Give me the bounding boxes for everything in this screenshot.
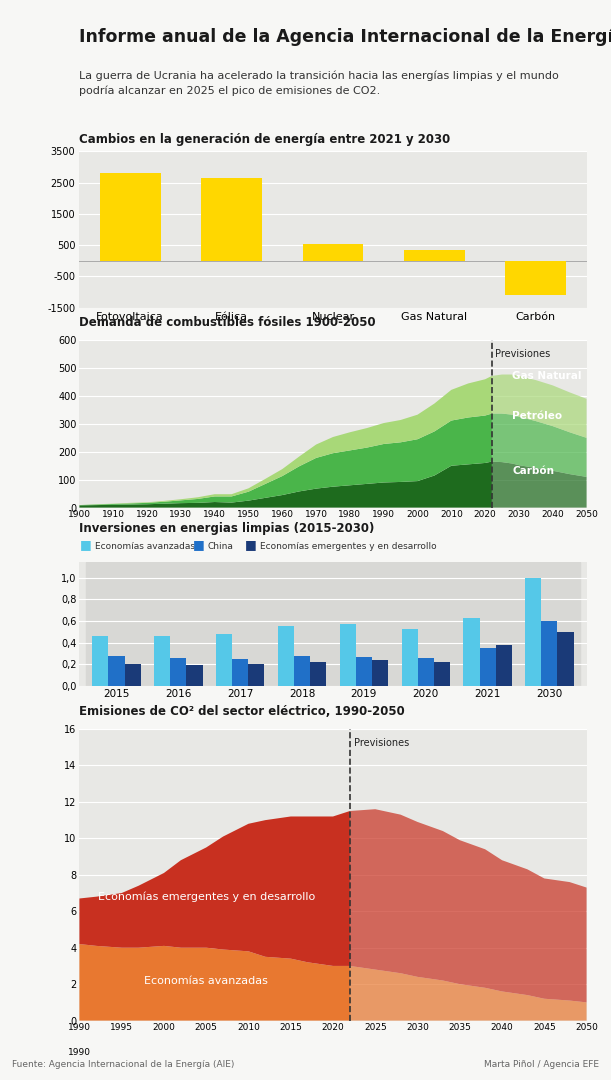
Bar [154,636,170,686]
Bar [333,562,395,686]
Text: Carbón: Carbón [512,467,554,476]
Bar [278,626,294,686]
Text: La guerra de Ucrania ha acelerado la transición hacia las energías limpias y el : La guerra de Ucrania ha acelerado la tra… [79,71,559,96]
Text: ■: ■ [192,538,204,551]
Bar [384,151,485,308]
Text: ■: ■ [244,538,256,551]
Bar [372,660,388,686]
Bar [418,658,434,686]
Bar [456,562,519,686]
Bar [216,634,232,686]
Bar [302,244,364,261]
Text: Emisiones de CO² del sector eléctrico, 1990-2050: Emisiones de CO² del sector eléctrico, 1… [79,705,405,718]
Text: Informe anual de la Agencia Internacional de la Energía: Informe anual de la Agencia Internaciona… [79,27,611,45]
Bar [125,664,141,686]
Bar [541,621,557,686]
Bar [232,659,248,686]
Bar [186,665,202,686]
Bar [464,618,480,686]
Text: China: China [208,542,233,551]
Text: Petróleo: Petróleo [512,410,562,420]
Bar [79,151,181,308]
Bar [271,562,333,686]
Bar [395,562,456,686]
Text: 1990: 1990 [68,1048,91,1057]
Text: Economías emergentes y en desarrollo: Economías emergentes y en desarrollo [260,542,436,551]
Bar [147,562,210,686]
Text: Economías avanzadas: Economías avanzadas [95,542,195,551]
Bar [86,562,147,686]
Bar [248,664,265,686]
Text: Previsiones: Previsiones [354,738,409,748]
Text: Marta Piñol / Agencia EFE: Marta Piñol / Agencia EFE [484,1061,599,1069]
Bar [519,562,580,686]
Bar [480,648,496,686]
Text: Fuente: Agencia Internacional de la Energía (AIE): Fuente: Agencia Internacional de la Ener… [12,1061,235,1069]
Bar [404,249,465,261]
Bar [310,662,326,686]
Bar [485,151,587,308]
Bar [201,178,262,261]
Bar [92,636,109,686]
Bar [340,624,356,686]
Text: ■: ■ [79,538,91,551]
Bar [109,656,125,686]
Bar [505,261,566,295]
Bar [496,645,512,686]
Text: Previsiones: Previsiones [494,349,550,359]
Bar [401,629,418,686]
Text: Inversiones en energias limpias (2015-2030): Inversiones en energias limpias (2015-20… [79,522,375,535]
Bar [210,562,271,686]
Bar [525,578,541,686]
Bar [170,658,186,686]
Text: Gas Natural: Gas Natural [512,372,582,381]
Bar [557,632,574,686]
Text: Economías emergentes y en desarrollo: Economías emergentes y en desarrollo [98,891,315,902]
Bar [100,173,161,261]
Bar [356,657,372,686]
Text: Demanda de combustibles fósiles 1900-2050: Demanda de combustibles fósiles 1900-205… [79,316,376,329]
Text: Economías avanzadas: Economías avanzadas [144,975,268,986]
Bar [181,151,282,308]
Text: Cambios en la generación de energía entre 2021 y 2030: Cambios en la generación de energía entr… [79,133,451,146]
Bar [294,656,310,686]
Bar [282,151,384,308]
Bar [434,662,450,686]
